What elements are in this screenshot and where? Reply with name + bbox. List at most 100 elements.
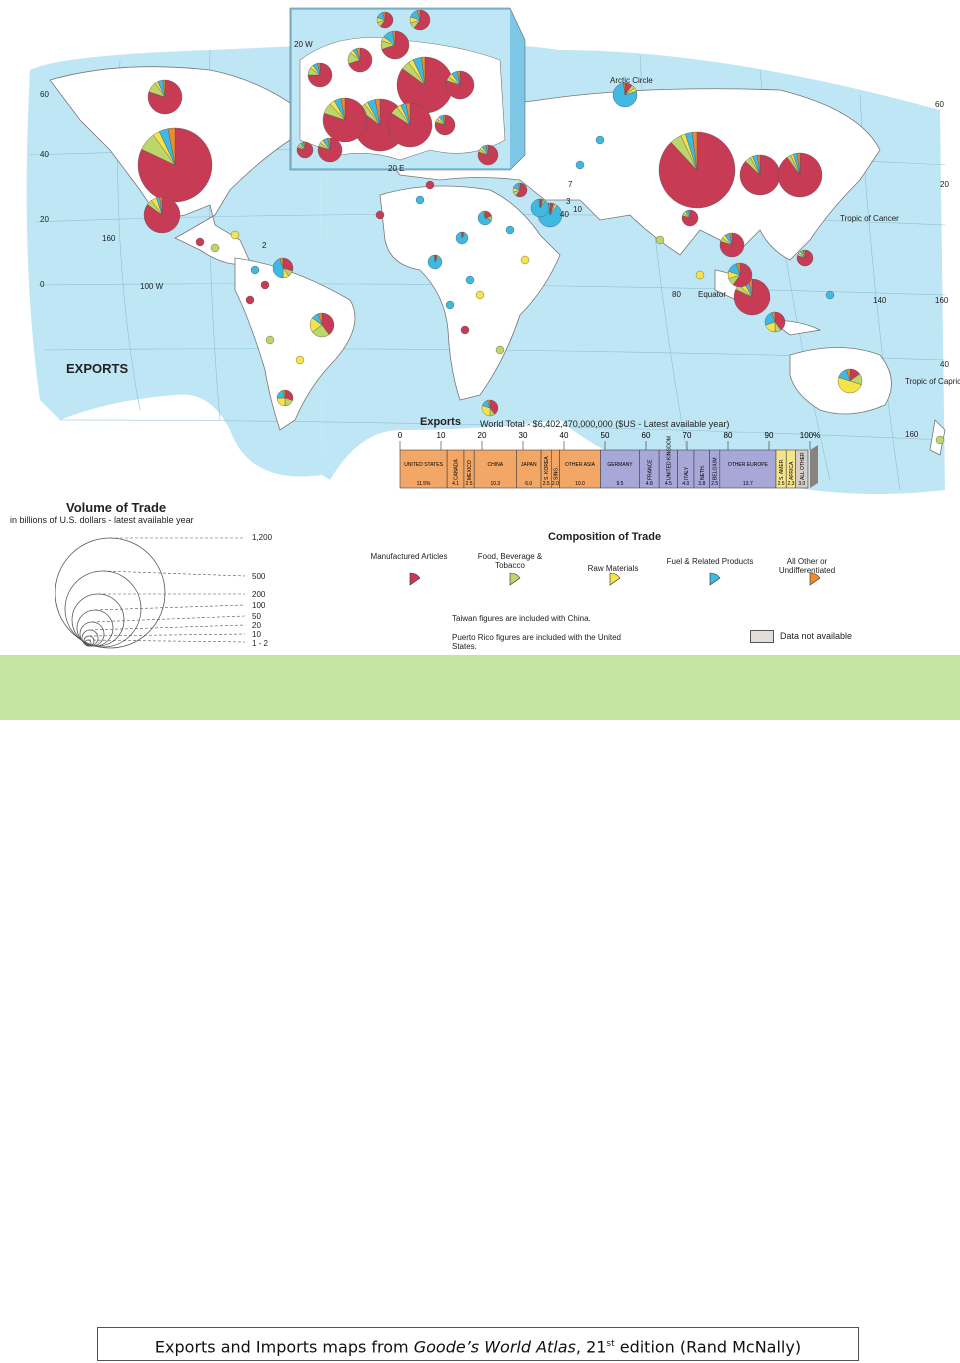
trade-dot xyxy=(445,300,455,310)
trade-dot xyxy=(415,195,425,205)
caption-publisher: edition (Rand McNally) xyxy=(614,1337,802,1357)
bar-segment-label: ITALY xyxy=(684,466,690,480)
composition-label: Manufactured Articles xyxy=(370,552,448,561)
pie-slice xyxy=(272,258,284,279)
bar-segment-value: 11.5% xyxy=(417,481,431,487)
bar-segment-value: 13.7 xyxy=(743,481,753,487)
trade-dot xyxy=(245,295,255,305)
pie-slice xyxy=(382,11,386,21)
pie-slice xyxy=(374,98,381,126)
pie-symbol xyxy=(409,9,431,31)
pie-slice xyxy=(457,70,461,86)
pie-slice xyxy=(380,11,394,29)
pie-slice xyxy=(485,144,489,156)
pie-slice xyxy=(159,196,163,216)
bar-segment-value: 10.0 xyxy=(575,481,585,487)
trade-dot xyxy=(520,255,530,265)
bar-3d-side xyxy=(810,445,818,488)
bar-segment-value: 2.5 xyxy=(778,481,785,487)
pie-symbol xyxy=(612,82,638,108)
lon-label: 40 xyxy=(560,210,569,219)
bar-axis-tick: 100% xyxy=(800,431,820,440)
pie-slice xyxy=(279,257,284,269)
trade-dot xyxy=(465,275,475,285)
trade-dot xyxy=(655,235,665,245)
bar-axis-tick: 20 xyxy=(478,431,487,440)
map-marker-label: 2 xyxy=(262,241,267,250)
lon-label: 160 xyxy=(935,296,949,305)
footer-band: Exports and Imports maps from Goode’s Wo… xyxy=(0,655,960,1361)
pie-symbol xyxy=(796,249,814,267)
composition-symbols xyxy=(409,572,821,586)
pie-slice xyxy=(392,30,396,46)
bar-segment-label: JAPAN xyxy=(521,462,537,468)
pie-symbol xyxy=(309,312,335,338)
lon-label: 80 xyxy=(672,290,681,299)
pie-slice xyxy=(692,131,698,171)
pie-symbols xyxy=(137,9,945,445)
equator-label: Equator xyxy=(698,290,727,299)
trade-dot xyxy=(695,270,705,280)
pie-symbol xyxy=(347,47,373,73)
bar-segment-value: 2.5 xyxy=(711,481,718,487)
pie-symbol xyxy=(427,254,443,270)
pie-symbol xyxy=(658,131,736,209)
bar-axis-tick: 80 xyxy=(724,431,733,440)
pie-slice xyxy=(797,152,801,176)
pie-slice xyxy=(307,62,333,88)
pie-slice xyxy=(612,82,638,108)
pie-symbol xyxy=(719,232,745,258)
not-available-swatch xyxy=(750,630,774,643)
pie-slice xyxy=(416,9,421,21)
pie-slice xyxy=(774,311,786,331)
caption-edition-suffix: st xyxy=(606,1339,615,1349)
taiwan-note: Taiwan figures are included with China. xyxy=(452,614,591,623)
exports-bar-title: Exports xyxy=(420,416,461,428)
africa-land xyxy=(379,185,561,401)
pie-slice xyxy=(515,182,528,198)
pie-slice xyxy=(162,79,166,98)
pie-slice xyxy=(434,114,456,136)
pie-slice xyxy=(296,141,314,159)
bar-segment-value: 6.0 xyxy=(525,481,532,487)
bar-axis-tick: 10 xyxy=(437,431,446,440)
exports-bar-total: World Total - $6,402,470,000,000 ($US - … xyxy=(480,419,730,429)
pie-symbol xyxy=(512,182,528,198)
volume-legend-subtitle: in billions of U.S. dollars - latest ava… xyxy=(10,515,194,525)
bar-segment-label: FRANCE xyxy=(647,459,653,480)
pie-slice xyxy=(340,97,346,121)
bar-segment-label: S. AMER. xyxy=(779,458,785,480)
pie-slice xyxy=(803,249,806,259)
pie-symbol xyxy=(276,389,294,407)
trade-dot xyxy=(475,290,485,300)
pie-symbol xyxy=(387,102,433,148)
pie-symbol xyxy=(727,262,753,288)
pie-symbol xyxy=(143,196,181,234)
pie-slice xyxy=(538,198,541,209)
pie-slice xyxy=(846,368,851,382)
pie-slice xyxy=(433,254,436,263)
pie-slice xyxy=(356,47,361,61)
pie-slice xyxy=(276,397,286,407)
pie-symbol xyxy=(764,311,786,333)
bar-axis-tick: 60 xyxy=(642,431,651,440)
pie-symbol xyxy=(272,257,294,279)
tropic-of-capricorn-label: Tropic of Capricorn xyxy=(905,377,960,386)
bar-axis-tick: 0 xyxy=(398,431,403,440)
bar-axis-tick: 30 xyxy=(519,431,528,440)
bar-segment-label: OTHER ASIA xyxy=(565,462,596,468)
pie-symbol xyxy=(307,62,333,88)
bar-segment-value: 10.3 xyxy=(490,481,500,487)
lon-label: 100 W xyxy=(140,282,164,291)
composition-symbol xyxy=(409,572,421,586)
trade-dot xyxy=(260,280,270,290)
pie-symbol xyxy=(376,11,394,29)
trade-dot xyxy=(505,225,515,235)
bar-segment xyxy=(719,449,777,489)
trade-dot xyxy=(250,265,260,275)
pie-slice xyxy=(530,198,550,218)
pie-slice xyxy=(623,82,626,96)
bar-segment-label: ALL OTHER xyxy=(800,452,806,480)
pie-symbol xyxy=(396,56,454,114)
pie-slice xyxy=(442,114,446,126)
